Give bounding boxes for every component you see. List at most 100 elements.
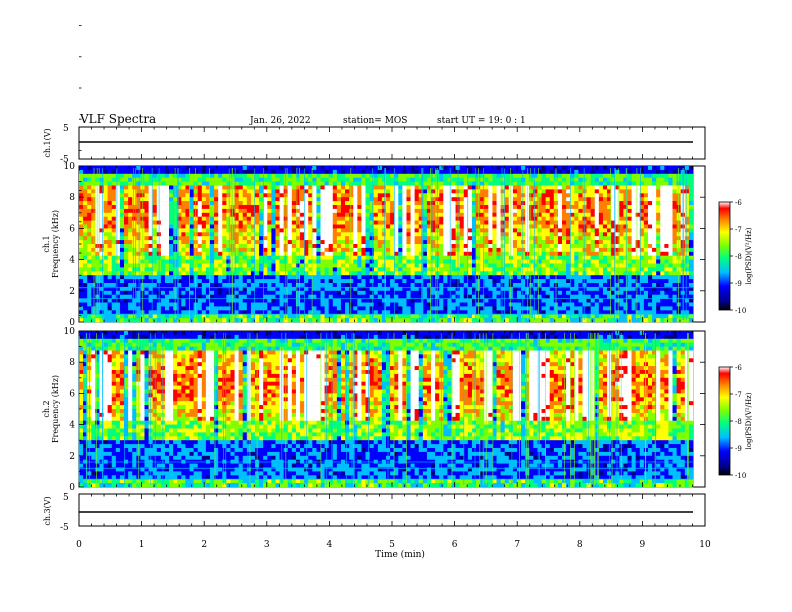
spectrogram-cell (521, 298, 526, 303)
ch1-ytick-top: 5 (63, 124, 69, 134)
spectrogram-cell (467, 185, 473, 190)
spectrogram-cell (275, 279, 280, 284)
spectrogram-cell (516, 224, 522, 229)
spectrogram-cell (136, 166, 141, 171)
spectrogram-cell (316, 271, 321, 276)
spectrogram-cell (324, 275, 329, 280)
spectrogram-cell (169, 271, 174, 276)
spectrogram-cell (226, 201, 231, 206)
spectrogram-cell (373, 185, 379, 190)
spectrogram-cell (115, 310, 121, 315)
spectrogram-cell (431, 166, 436, 171)
spectrogram-cell (197, 216, 203, 221)
spectrogram-cell (316, 263, 321, 268)
spectrogram-cell (242, 169, 248, 175)
spectrogram-cell (144, 177, 149, 182)
spectrogram-cell (373, 208, 379, 214)
spectrogram-cell (373, 232, 379, 237)
spectrogram-cell (504, 181, 510, 186)
spectrogram-cell (197, 286, 203, 292)
spectrogram-cell (189, 177, 194, 182)
spectrogram-cell (373, 275, 379, 280)
spectrogram-cell (345, 208, 350, 214)
spectrogram-cell (238, 220, 244, 225)
spectrogram-cell (91, 240, 96, 245)
spectrogram-cell (209, 189, 215, 194)
spectrogram-cell (144, 173, 149, 178)
spectrogram-cell (312, 208, 317, 214)
spectrogram-cell (570, 286, 575, 292)
spectrogram-cell (418, 185, 424, 190)
spectrogram-cell (451, 197, 456, 202)
spectrogram-cell (177, 169, 182, 175)
spectrogram-cell (439, 244, 444, 249)
spectrogram-cell (443, 228, 448, 233)
spectrogram-cell (504, 283, 510, 288)
spectrogram-cell (287, 177, 293, 182)
spectrogram-cell (537, 232, 542, 237)
spectrogram-cell (250, 232, 256, 237)
spectrogram-cell (422, 275, 428, 280)
spectrogram-cell (340, 302, 346, 307)
spectrogram-cell (549, 298, 555, 303)
spectrogram-cell (500, 318, 505, 323)
spectrogram-cell (537, 259, 542, 264)
spectrogram-cell (169, 259, 174, 264)
spectrogram-cell (328, 185, 334, 190)
spectrogram-cell (471, 169, 477, 175)
spectrogram-cell (480, 286, 485, 292)
spectrogram-cell (557, 244, 563, 249)
spectrogram-cell (545, 173, 551, 178)
spectrogram-cell (508, 318, 514, 323)
spectrogram-cell (132, 259, 137, 264)
spectrogram-cell (467, 166, 473, 171)
spectrogram-cell (447, 263, 452, 268)
spectrogram-cell (205, 318, 211, 323)
spectrogram-cell (222, 185, 227, 190)
spectrogram-cell (377, 228, 383, 233)
spectrogram-cell (459, 232, 465, 237)
spectrogram-cell (91, 286, 96, 292)
spectrogram-cell (361, 290, 366, 295)
spectrogram-cell (426, 185, 432, 190)
spectrogram-cell (504, 267, 510, 272)
spectrogram-cell (349, 197, 354, 202)
spectrogram-cell (545, 193, 551, 198)
spectrogram-cell (496, 275, 501, 280)
spectrogram-cell (410, 224, 415, 229)
spectrogram-cell (418, 271, 424, 276)
spectrogram-cell (177, 212, 182, 217)
spectrogram-cell (574, 318, 579, 323)
spectrogram-cell (128, 201, 133, 206)
spectrogram-cell (414, 286, 420, 292)
spectrogram-cell (328, 259, 334, 264)
spectrogram-cell (111, 271, 117, 276)
spectrogram-cell (336, 232, 342, 237)
spectrogram-cell (349, 275, 354, 280)
spectrogram-cell (185, 247, 190, 253)
spectrogram-cell (336, 205, 342, 210)
spectrogram-cell (549, 302, 555, 307)
spectrogram-cell (255, 310, 260, 315)
spectrogram-cell (529, 275, 534, 280)
spectrogram-cell (557, 290, 563, 295)
spectrogram-cell (87, 244, 92, 249)
spectrogram-cell (361, 236, 366, 241)
spectrogram-cell (439, 314, 444, 319)
spectrogram-cell (259, 220, 264, 225)
spectrogram-cell (353, 255, 358, 260)
spectrogram-cell (566, 173, 571, 178)
spectrogram-cell (377, 208, 383, 214)
spectrogram-cell (79, 271, 84, 276)
spectrogram-cell (365, 193, 370, 198)
spectrogram-cell (488, 247, 493, 253)
spectrogram-cell (496, 228, 501, 233)
spectrogram-cell (471, 177, 477, 182)
spectrogram-cell (287, 310, 293, 315)
spectrogram-cell (320, 267, 325, 272)
spectrogram-cell (512, 228, 518, 233)
spectrogram-cell (132, 169, 137, 175)
spectrogram-cell (214, 314, 219, 319)
spectrogram-cell (345, 185, 350, 190)
spectrogram-cell (471, 220, 477, 225)
